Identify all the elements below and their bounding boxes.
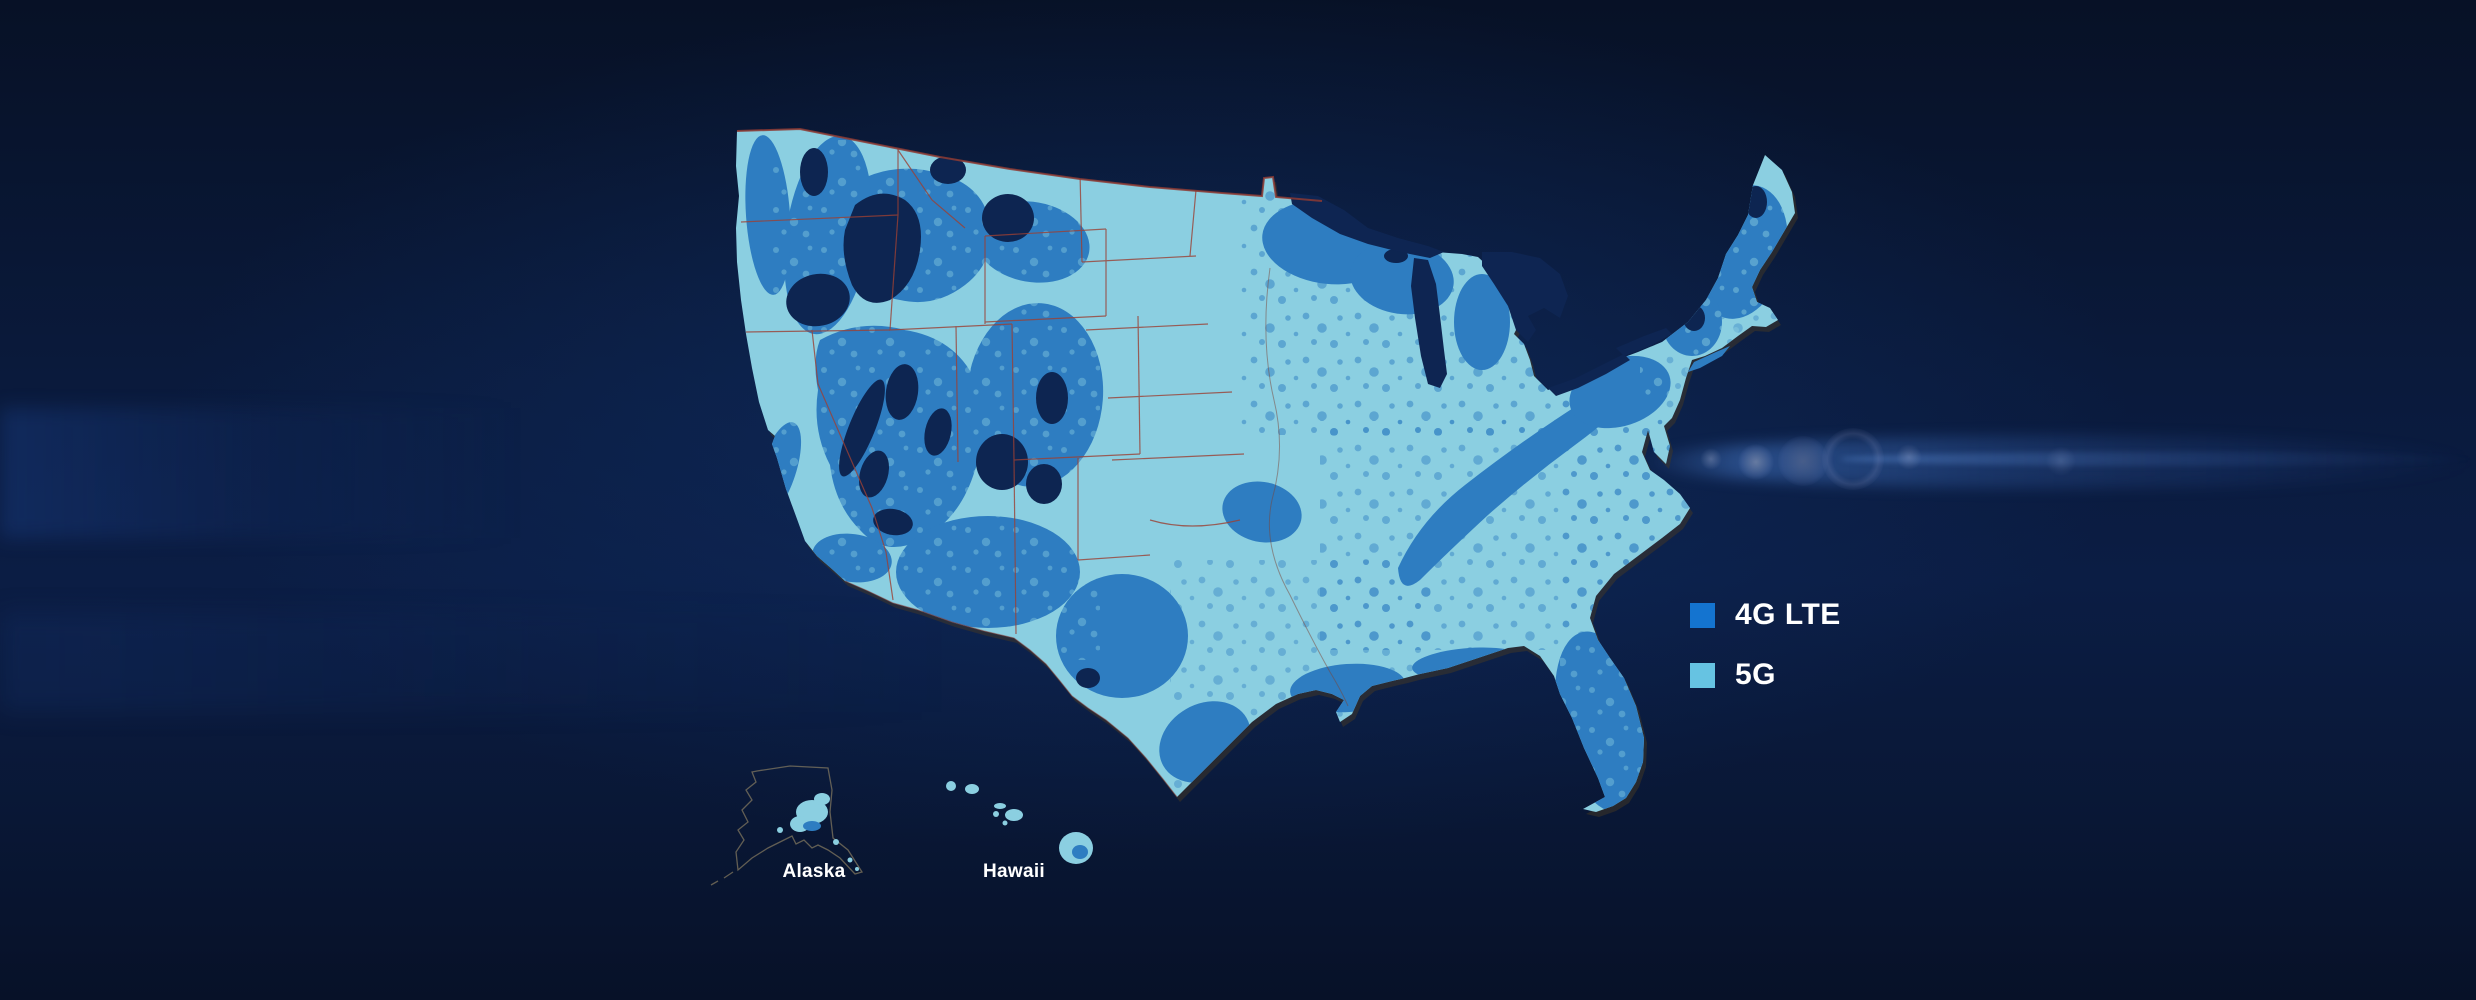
legend-swatch-5g xyxy=(1690,662,1715,688)
legend-row-5g: 5G xyxy=(1690,658,1841,691)
alaska-coverage-4g xyxy=(803,821,821,831)
great-lakes xyxy=(1290,193,1672,396)
no-coverage-regions xyxy=(786,148,1767,688)
alaska-inset xyxy=(710,765,864,886)
hawaii-coverage xyxy=(946,781,1093,864)
legend-row-4g-lte: 4G LTE xyxy=(1690,598,1841,631)
hawaii-coverage-4g xyxy=(1072,845,1088,859)
long-island xyxy=(1688,346,1730,372)
state-borders xyxy=(740,137,1245,635)
mexico-border-line xyxy=(844,580,1178,798)
hawaii-inset xyxy=(946,781,1093,864)
hawaii-label: Hawaii xyxy=(983,861,1045,882)
mississippi-river-line xyxy=(1265,267,1349,707)
legend-label-4g-lte: 4G LTE xyxy=(1735,598,1841,631)
alaska-coverage xyxy=(777,793,859,871)
legend-swatch-4g-lte xyxy=(1690,602,1715,628)
coverage-legend: 4G LTE 5G xyxy=(1690,598,1841,722)
alaska-label: Alaska xyxy=(782,861,846,882)
legend-label-5g: 5G xyxy=(1735,658,1777,691)
canada-border-line xyxy=(736,127,1323,202)
